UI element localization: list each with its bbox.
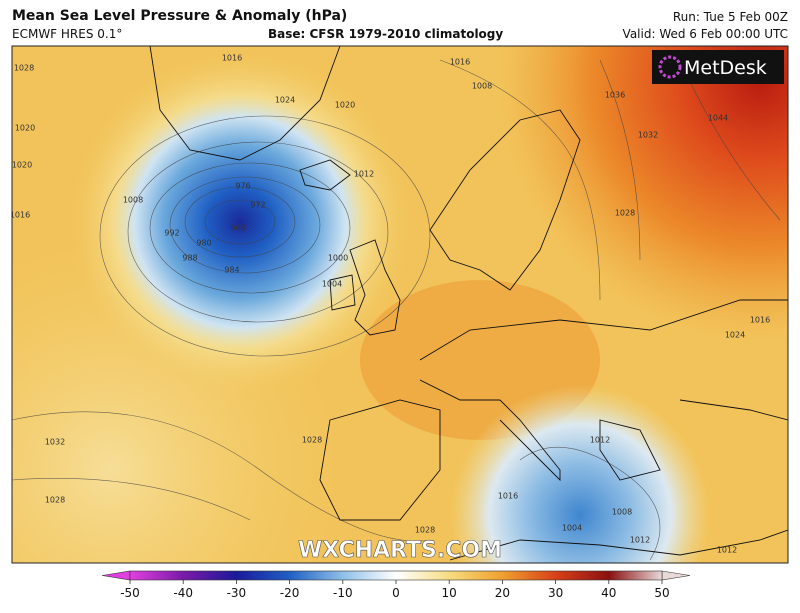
colorbar-tick-label: 20 [495,586,510,600]
isobar-label: 1000 [328,254,348,263]
isobar-label: 1020 [12,161,32,170]
colorbar-tick-label: -20 [280,586,300,600]
colorbar-scale [129,570,663,581]
isobar-label: 1016 [222,54,242,63]
isobar-label: 1024 [725,331,745,340]
isobar-label: 1016 [498,492,518,501]
isobar-label: 1028 [615,209,635,218]
colorbar-tick-label: -10 [333,586,353,600]
isobar-label: 1020 [15,124,35,133]
isobar-label: 984 [224,266,239,275]
isobar-label: 1004 [322,280,342,289]
colorbar-tick-label: 0 [392,586,400,600]
title: Mean Sea Level Pressure & Anomaly (hPa) [12,8,348,24]
isobar-label: 1012 [630,536,650,545]
colorbar-tick-label: 40 [601,586,616,600]
run: Run: Tue 5 Feb 00Z [672,10,788,24]
isobar-label: 1032 [45,438,65,447]
model: ECMWF HRES 0.1° [12,27,123,41]
colorbar-arrow-right [661,570,691,581]
isobar-label: 1028 [45,496,65,505]
isobar-label: 1008 [612,508,632,517]
logo-box [652,50,784,84]
colorbar-tick-label: 30 [548,586,563,600]
isobar-label: 992 [164,229,179,238]
colorbar-tick-label: -30 [227,586,247,600]
isobar-label: 1008 [123,196,143,205]
isobar-label: 1044 [708,114,728,123]
colorbar-tick-label: 50 [654,586,669,600]
isobar-label: 968 [230,224,245,233]
isobar-label: 1012 [717,546,737,555]
logo: MetDesk [684,57,767,79]
isobar-label: 1016 [750,316,770,325]
isobar-label: 1028 [302,436,322,445]
isobar-label: 1012 [590,436,610,445]
isobar-label: 1028 [415,526,435,535]
isobar-label: 1004 [562,524,582,533]
isobar-label: 1012 [354,170,374,179]
isobar-label: 1020 [335,101,355,110]
isobar-label: 1024 [275,96,295,105]
colorbar-arrow-left [101,570,131,581]
isobar-label: 988 [182,254,197,263]
map-field: 976 972 968 980 984 988 992 1000 1004 1008 1012 101… [10,46,788,563]
coastlines [149,46,788,561]
isobar-label: 1008 [472,82,492,91]
isobar-label: 1032 [638,131,658,140]
colorbar-tick-label: 10 [442,586,457,600]
base: Base: CFSR 1979-2010 climatology [268,27,504,41]
colorbar-tick-label: -40 [173,586,193,600]
isobar-label: 1028 [14,64,34,73]
isobar-label: 976 [235,182,250,191]
isobar-label: 980 [196,239,211,248]
isobar-label: 972 [250,201,265,210]
isobar-label: 1016 [10,211,30,220]
colorbar-tick-label: -50 [120,586,140,600]
isobar-label: 1016 [450,58,470,67]
valid: Valid: Wed 6 Feb 00:00 UTC [622,27,788,41]
isobar-label: 1036 [605,91,625,100]
watermark: WXCHARTS.COM [298,538,502,563]
colorbar: -50 -40 -30 -20 -10 0 10 20 30 40 50 [101,570,691,600]
